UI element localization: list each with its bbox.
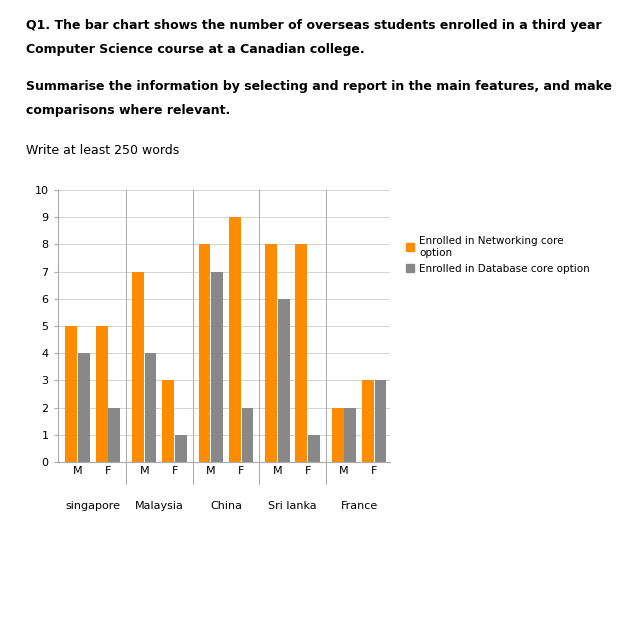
Text: Computer Science course at a Canadian college.: Computer Science course at a Canadian co… xyxy=(26,43,364,56)
Bar xyxy=(344,408,356,462)
Bar xyxy=(132,272,144,462)
Bar xyxy=(332,408,344,462)
Bar xyxy=(278,299,289,462)
Bar xyxy=(78,353,90,462)
Text: singapore: singapore xyxy=(65,501,120,511)
Text: Sri lanka: Sri lanka xyxy=(268,501,317,511)
Bar xyxy=(96,326,108,462)
Bar xyxy=(108,408,120,462)
Text: China: China xyxy=(210,501,242,511)
Bar xyxy=(175,435,187,462)
Text: Malaysia: Malaysia xyxy=(135,501,184,511)
Bar xyxy=(374,380,387,462)
Bar xyxy=(308,435,320,462)
Bar xyxy=(296,244,307,462)
Bar xyxy=(65,326,77,462)
Text: Q1. The bar chart shows the number of overseas students enrolled in a third year: Q1. The bar chart shows the number of ov… xyxy=(26,19,601,32)
Bar xyxy=(211,272,223,462)
Bar xyxy=(198,244,211,462)
Text: Write at least 250 words: Write at least 250 words xyxy=(26,144,179,157)
Bar xyxy=(163,380,174,462)
Bar xyxy=(362,380,374,462)
Bar xyxy=(241,408,253,462)
Bar xyxy=(145,353,156,462)
Legend: Enrolled in Networking core
option, Enrolled in Database core option: Enrolled in Networking core option, Enro… xyxy=(406,236,590,274)
Bar xyxy=(265,244,277,462)
Text: comparisons where relevant.: comparisons where relevant. xyxy=(26,104,230,117)
Text: Summarise the information by selecting and report in the main features, and make: Summarise the information by selecting a… xyxy=(26,80,612,93)
Bar xyxy=(229,217,241,462)
Text: France: France xyxy=(340,501,378,511)
